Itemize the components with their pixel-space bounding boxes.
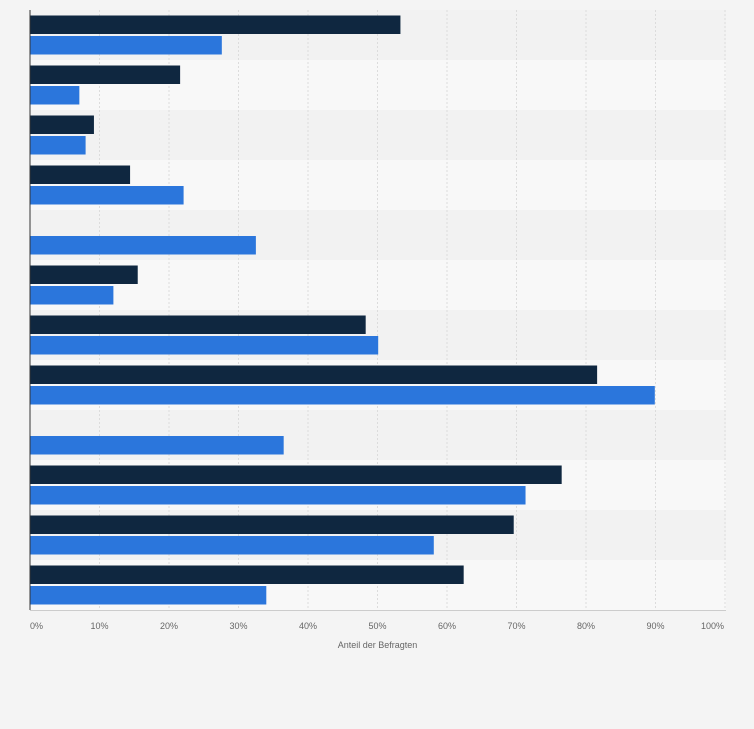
x-tick-label: 100% — [701, 621, 724, 631]
x-tick-label: 40% — [299, 621, 317, 631]
x-tick-label: 70% — [507, 621, 525, 631]
bar-series-2[interactable] — [30, 86, 80, 105]
x-tick-labels: 0% 10% 20% 30% 40% 50% 60% 70% 80% 90% 100% — [30, 621, 724, 631]
x-axis-title: Anteil der Befragten — [338, 640, 418, 650]
gridlines — [99, 10, 726, 610]
x-tick-label: 90% — [646, 621, 664, 631]
x-tick-label: 30% — [229, 621, 247, 631]
x-tick-label: 50% — [368, 621, 386, 631]
bar-series-1[interactable] — [30, 465, 562, 485]
bar-series-2[interactable] — [30, 586, 267, 605]
bar-series-1[interactable] — [30, 565, 464, 585]
bar-series-2[interactable] — [30, 186, 184, 205]
bar-series-1[interactable] — [30, 265, 138, 285]
bar-series-1[interactable] — [30, 65, 181, 85]
x-tick-label: 0% — [30, 621, 43, 631]
bar-series-2[interactable] — [30, 386, 655, 405]
bar-series-2[interactable] — [30, 436, 284, 455]
bar-series-2[interactable] — [30, 236, 256, 255]
bar-series-2[interactable] — [30, 286, 114, 305]
bar-series-2[interactable] — [30, 136, 86, 155]
bar-series-1[interactable] — [30, 15, 401, 35]
x-tick-label: 60% — [438, 621, 456, 631]
x-tick-label: 80% — [577, 621, 595, 631]
bar-series-1[interactable] — [30, 365, 598, 385]
row-band — [30, 260, 726, 310]
axes — [29, 10, 726, 611]
bars — [30, 15, 655, 605]
bar-series-1[interactable] — [30, 165, 131, 185]
x-tick-label: 20% — [160, 621, 178, 631]
bar-series-2[interactable] — [30, 36, 222, 55]
bar-series-1[interactable] — [30, 515, 514, 535]
bar-series-2[interactable] — [30, 486, 526, 505]
bar-series-2[interactable] — [30, 536, 434, 555]
bar-series-2[interactable] — [30, 336, 379, 355]
x-tick-label: 10% — [90, 621, 108, 631]
bar-series-1[interactable] — [30, 115, 94, 135]
bar-series-1[interactable] — [30, 315, 366, 335]
